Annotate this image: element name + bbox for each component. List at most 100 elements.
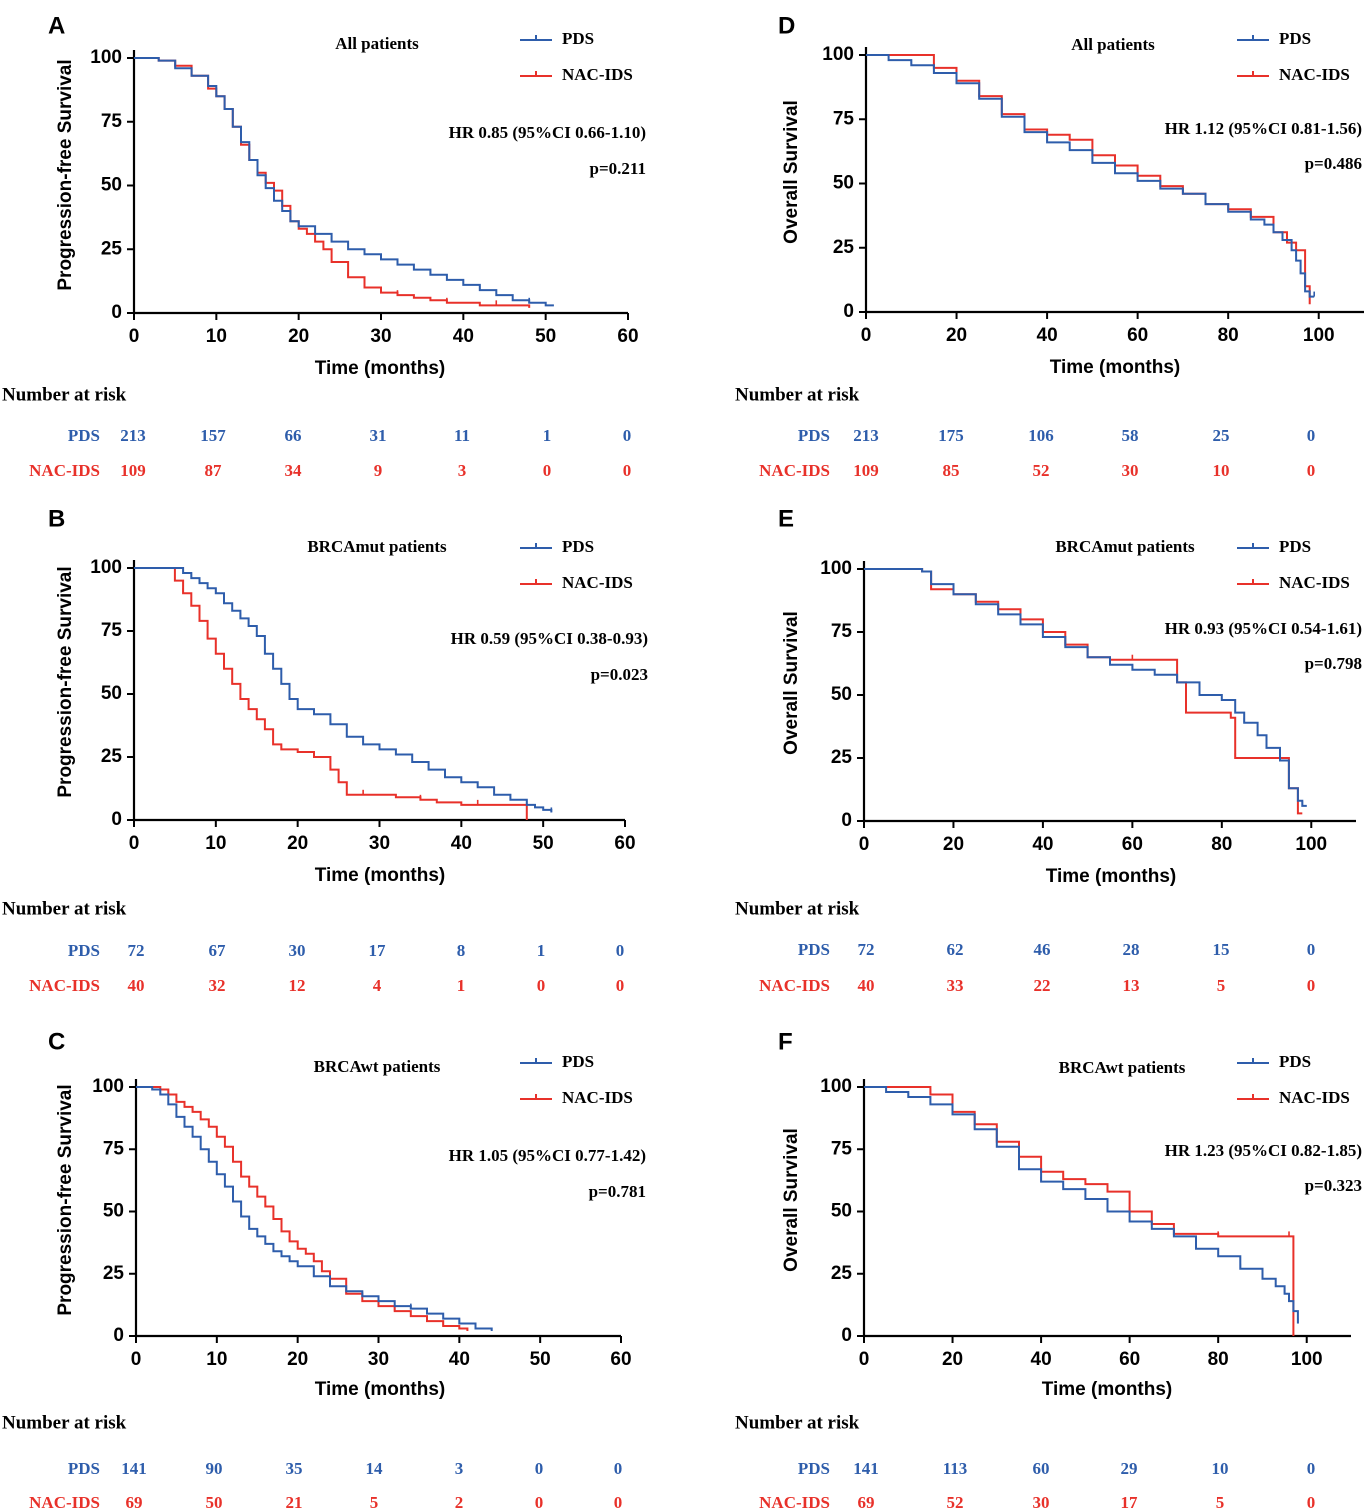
y-tick-label: 75 [833,108,855,129]
risk-value: 30 [1033,1493,1050,1510]
x-tick-label: 80 [1218,325,1239,346]
x-tick-label: 20 [287,1349,308,1370]
risk-value: 33 [947,976,964,995]
x-tick-label: 40 [1037,325,1058,346]
p-value: p=0.486 [1305,154,1362,173]
risk-value: 60 [1033,1459,1050,1478]
risk-value: 22 [1034,976,1051,995]
panel-letter: F [778,1028,793,1055]
risk-value: 0 [616,976,625,995]
legend-label: NAC-IDS [1279,573,1350,592]
x-axis-label: Time (months) [1050,357,1181,378]
x-tick-label: 60 [1122,834,1143,855]
risk-value: 46 [1034,940,1051,959]
risk-table-title: Number at risk [735,1412,860,1433]
risk-value: 213 [120,426,146,445]
x-tick-label: 40 [451,833,472,854]
legend-label: NAC-IDS [1279,65,1350,84]
risk-value: 0 [1307,426,1316,445]
risk-value: 87 [205,461,223,480]
risk-row-label: PDS [798,426,830,445]
risk-table-title: Number at risk [2,384,127,405]
risk-value: 0 [543,461,552,480]
panel-letter: D [778,12,795,39]
risk-value: 32 [209,976,226,995]
km-curve-nac-ids [136,1086,469,1331]
x-tick-label: 20 [288,326,309,347]
x-tick-label: 60 [614,833,635,854]
x-tick-label: 20 [946,325,967,346]
risk-value: 0 [1307,1459,1316,1478]
risk-value: 0 [623,461,632,480]
risk-value: 69 [126,1493,143,1510]
risk-value: 109 [120,461,146,480]
km-curve-nac-ids [864,1086,1295,1336]
y-axis-label: Progression-free Survival [55,59,76,290]
y-tick-label: 25 [831,747,853,768]
risk-value: 72 [128,941,145,960]
y-tick-label: 100 [822,44,854,65]
risk-value: 2 [455,1493,464,1510]
y-tick-label: 25 [831,1263,853,1284]
y-tick-label: 75 [101,620,123,641]
risk-value: 30 [289,941,306,960]
y-axis-label: Overall Survival [781,611,802,755]
chart-title: All patients [1071,35,1155,54]
y-tick-label: 75 [831,621,853,642]
risk-row-label: PDS [68,426,100,445]
risk-table-title: Number at risk [2,898,127,919]
km-curve-nac-ids [864,568,1303,815]
y-tick-label: 75 [101,111,123,132]
km-curve-nac-ids [866,54,1311,305]
x-tick-label: 20 [943,834,964,855]
risk-value: 0 [1307,461,1316,480]
risk-value: 0 [623,426,632,445]
risk-value: 21 [286,1493,303,1510]
risk-row-label: NAC-IDS [29,976,100,995]
panel-letter: A [48,12,65,39]
risk-value: 17 [369,941,387,960]
risk-value: 0 [537,976,546,995]
risk-value: 90 [206,1459,223,1478]
km-curve-pds [134,57,554,307]
risk-value: 17 [1121,1493,1139,1510]
legend-label: NAC-IDS [562,65,633,84]
legend-label: PDS [562,537,594,556]
risk-value: 66 [285,426,302,445]
x-tick-label: 0 [861,325,872,346]
risk-value: 67 [209,941,227,960]
x-tick-label: 20 [287,833,308,854]
hazard-ratio: HR 0.93 (95%CI 0.54-1.61) [1165,619,1362,638]
x-tick-label: 40 [1032,834,1053,855]
x-tick-label: 60 [610,1349,631,1370]
x-tick-label: 0 [129,833,140,854]
risk-table-title: Number at risk [735,384,860,405]
risk-value: 109 [853,461,879,480]
y-axis-label: Progression-free Survival [55,1084,76,1315]
chart-title: All patients [335,34,419,53]
y-tick-label: 0 [841,1325,852,1346]
risk-value: 0 [1307,940,1316,959]
y-tick-label: 0 [113,1325,124,1346]
risk-value: 85 [943,461,960,480]
risk-value: 13 [1123,976,1140,995]
risk-value: 11 [454,426,470,445]
risk-row-label: NAC-IDS [759,1493,830,1510]
risk-value: 0 [614,1459,623,1478]
y-tick-label: 50 [831,1201,852,1222]
risk-value: 40 [858,976,875,995]
risk-value: 1 [543,426,552,445]
km-curve-pds [866,54,1315,298]
y-tick-label: 0 [841,810,852,831]
risk-value: 10 [1212,1459,1229,1478]
x-tick-label: 40 [1031,1349,1052,1370]
risk-value: 50 [206,1493,223,1510]
risk-value: 58 [1122,426,1139,445]
risk-row-label: PDS [798,940,830,959]
risk-value: 141 [121,1459,147,1478]
risk-value: 1 [457,976,466,995]
